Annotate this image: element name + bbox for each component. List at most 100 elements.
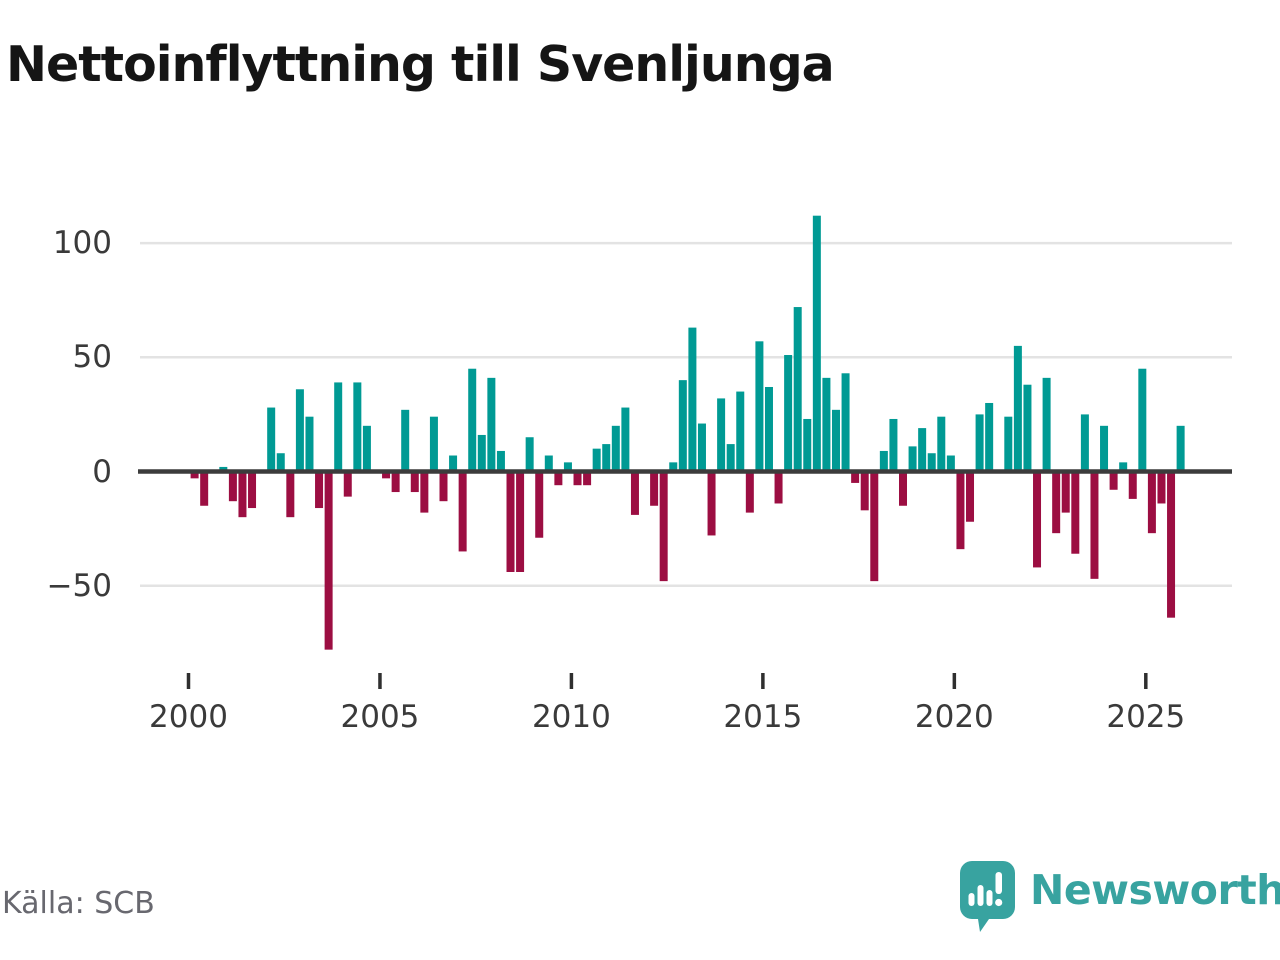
bar <box>755 341 764 472</box>
bar <box>946 455 955 472</box>
bar <box>324 471 333 650</box>
bar <box>1052 471 1061 534</box>
bar <box>678 380 687 472</box>
chart-title: Nettoinflyttning till Svenljunga <box>6 36 835 93</box>
bar <box>1109 471 1118 490</box>
bar <box>305 416 314 472</box>
bar <box>1138 368 1147 472</box>
bar <box>439 471 448 502</box>
bar <box>487 377 496 472</box>
x-axis-label: 2010 <box>531 699 611 735</box>
source-note: Källa: SCB <box>2 886 155 921</box>
bar <box>343 471 352 497</box>
bar <box>975 414 984 472</box>
bar <box>219 466 228 472</box>
bar <box>841 373 850 472</box>
brand: Newsworthy <box>958 856 1280 936</box>
bar <box>516 471 525 572</box>
newsworthy-logo-icon <box>960 861 1015 932</box>
bar <box>879 450 888 472</box>
bar <box>563 462 572 472</box>
bar <box>688 327 697 472</box>
bar <box>1013 345 1022 472</box>
bar <box>429 416 438 472</box>
bar <box>295 389 304 472</box>
bar <box>200 471 209 506</box>
bar <box>889 418 898 472</box>
bar <box>573 471 582 486</box>
bar <box>1080 414 1089 472</box>
bar <box>717 398 726 472</box>
x-axis-label: 2020 <box>914 699 994 735</box>
x-axis-label: 2000 <box>149 699 228 735</box>
bar <box>382 471 391 479</box>
bar <box>774 471 783 504</box>
bar <box>707 471 716 536</box>
bar <box>822 377 831 472</box>
bar <box>659 471 668 582</box>
bar <box>1119 462 1128 472</box>
bar <box>583 471 592 486</box>
bar <box>630 471 639 515</box>
bar <box>592 448 601 472</box>
bar <box>286 471 295 518</box>
y-axis-label: −50 <box>46 567 112 604</box>
bar <box>1157 471 1166 504</box>
y-axis-label: 100 <box>52 225 112 262</box>
bar <box>228 471 237 502</box>
bar <box>315 471 324 509</box>
bar <box>238 471 247 518</box>
bar <box>468 368 477 472</box>
bar <box>1033 471 1042 568</box>
bar <box>1128 471 1137 499</box>
bar <box>1061 471 1070 513</box>
bar <box>803 418 812 472</box>
bar <box>353 382 362 472</box>
x-axis-label: 2005 <box>340 699 420 735</box>
bar <box>334 382 343 472</box>
bar <box>611 425 620 472</box>
bar <box>458 471 467 552</box>
bar <box>525 437 534 472</box>
bar <box>1090 471 1099 579</box>
x-axis-label: 2015 <box>723 699 803 735</box>
bar <box>966 471 975 522</box>
bar <box>851 471 860 483</box>
bar <box>267 407 276 472</box>
bar <box>764 386 773 472</box>
bar <box>449 455 458 472</box>
bar <box>1100 425 1109 472</box>
bar <box>899 471 908 506</box>
bar <box>535 471 544 538</box>
bar <box>831 409 840 472</box>
y-axis-label: 50 <box>72 339 112 376</box>
bar <box>410 471 419 493</box>
bar <box>669 462 678 472</box>
bar <box>860 471 869 511</box>
bar <box>190 471 199 479</box>
brand-name: Newsworthy <box>1030 866 1280 914</box>
bar <box>544 455 553 472</box>
bar <box>726 444 735 472</box>
bar <box>745 471 754 513</box>
bar <box>985 402 994 472</box>
bar <box>1176 425 1185 472</box>
bar <box>477 434 486 472</box>
bar <box>1167 471 1176 618</box>
bar <box>506 471 515 572</box>
bar <box>736 391 745 472</box>
bar <box>621 407 630 472</box>
bar <box>362 425 371 472</box>
bar <box>248 471 257 509</box>
bar <box>276 453 285 472</box>
bar <box>496 450 505 472</box>
bar <box>1004 416 1013 472</box>
bar <box>870 471 879 582</box>
bar <box>956 471 965 550</box>
bar <box>793 307 802 472</box>
bar <box>812 215 821 472</box>
bar <box>918 428 927 472</box>
bar <box>602 444 611 472</box>
bar <box>937 416 946 472</box>
